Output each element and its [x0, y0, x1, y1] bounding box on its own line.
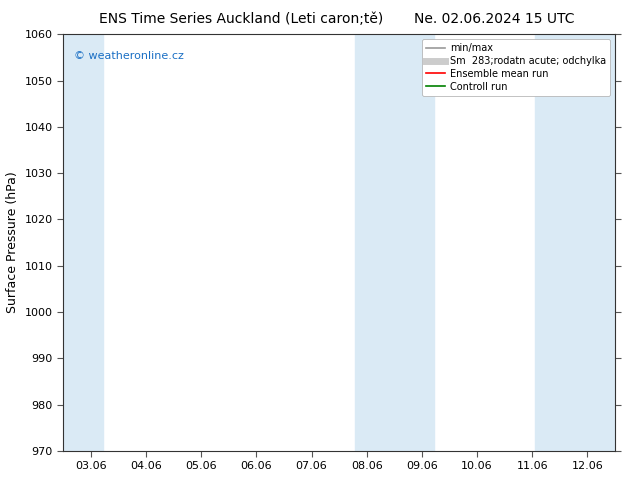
- Bar: [354, 34, 434, 451]
- Text: © weatheronline.cz: © weatheronline.cz: [74, 51, 184, 61]
- Legend: min/max, Sm  283;rodatn acute; odchylka, Ensemble mean run, Controll run: min/max, Sm 283;rodatn acute; odchylka, …: [422, 39, 610, 96]
- Y-axis label: Surface Pressure (hPa): Surface Pressure (hPa): [6, 172, 19, 314]
- Bar: [63, 34, 103, 451]
- Text: Ne. 02.06.2024 15 UTC: Ne. 02.06.2024 15 UTC: [414, 12, 575, 26]
- Bar: [535, 34, 615, 451]
- Text: ENS Time Series Auckland (Leti caron;tě): ENS Time Series Auckland (Leti caron;tě): [99, 12, 383, 26]
